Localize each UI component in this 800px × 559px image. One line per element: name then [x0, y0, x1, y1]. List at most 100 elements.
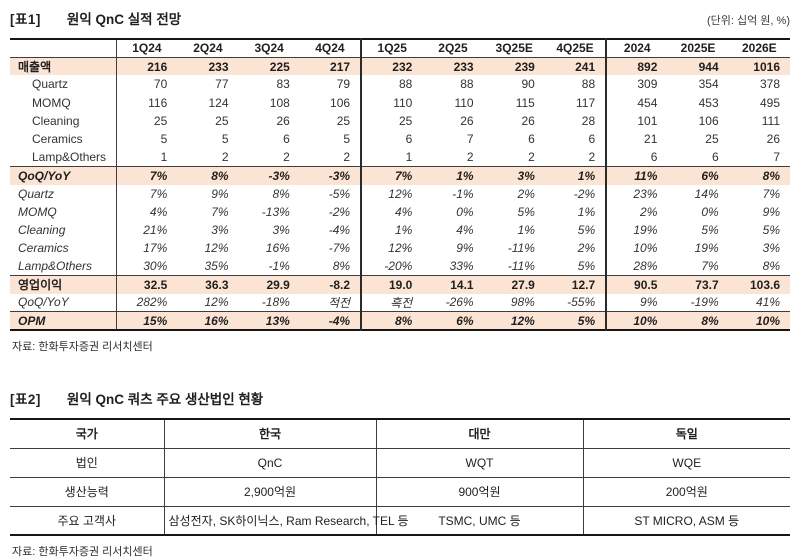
table-cell: 5% [701, 222, 719, 237]
table-row: MOMQ 4% 7% -13% -2% 4% 0% 5% 1% 2% 0% 9% [10, 202, 790, 221]
table-cell: 77 [215, 77, 229, 92]
table-cell: -2% [299, 202, 363, 221]
table-cell: 5 [299, 129, 363, 149]
table-cell: 233 [177, 57, 239, 76]
table-cell: 2 [544, 148, 608, 167]
earnings-forecast-body: 매출액 216 233 225 217 232 233 239 241 892 944 1016 Qua… [10, 57, 790, 330]
table-cell: 9% [640, 295, 658, 310]
table-row: 영업이익 32.5 36.3 29.9 -8.2 19.0 14.1 27.9 12.7 90.5… [10, 274, 790, 294]
column-header: 국가 [10, 419, 165, 449]
table-cell: 98% [510, 295, 535, 310]
table-cell: 5 [221, 132, 229, 147]
table-cell: 200억원 [583, 477, 790, 507]
table-cell: 6 [283, 132, 290, 147]
table-cell: 106 [698, 113, 719, 128]
table-cell: 3% [483, 165, 545, 185]
table-cell: 25 [153, 113, 168, 128]
table-cell: 5% [544, 311, 608, 330]
table-cell: 26 [521, 113, 535, 128]
table-cell: 8% [177, 165, 239, 185]
table-cell: 삼성전자, SK하이닉스, Ram Research, TEL 등 [164, 506, 409, 535]
row-label: Ceramics [10, 239, 117, 258]
table-cell: 10% [728, 311, 790, 330]
table-cell: 30% [143, 259, 168, 274]
production-entities-body: 국가 한국 대만 독일 법인 QnC WQT WQE 생산능력 2,900억원 900억원 200억원… [10, 419, 790, 535]
table-cell: 5% [544, 257, 608, 276]
row-label: Ceramics [10, 129, 117, 149]
table-cell: 0% [701, 204, 719, 219]
table-cell: 14.1 [422, 274, 484, 294]
table1-title: 원익 QnC 실적 전망 [66, 12, 182, 27]
table-cell: 10% [633, 241, 658, 256]
table-cell: 88 [544, 75, 608, 94]
table-cell: 19.0 [361, 274, 423, 294]
table-row: Lamp&Others 30% 35% -1% 8% -20% 33% -11% 5% 28% 7%… [10, 257, 790, 276]
table-cell: 11% [606, 165, 668, 185]
table-cell: 1% [422, 165, 484, 185]
table-cell: 453 [698, 95, 719, 110]
table-cell: 73.7 [667, 274, 729, 294]
table-cell: -4% [299, 311, 363, 330]
table-cell: 4% [149, 204, 168, 219]
table-cell: 106 [299, 93, 363, 112]
column-header: 대만 [376, 419, 584, 449]
table-cell: 2% [640, 204, 658, 219]
table-row: QoQ/YoY 7% 8% -3% -3% 7% 1% 3% 1% 11% 6% 8% [10, 165, 790, 185]
table-cell: 6% [422, 311, 484, 330]
table-cell: 378 [759, 77, 780, 92]
column-header: 2026E [728, 39, 790, 58]
table-row: Cleaning 25 25 26 25 25 26 26 28 101 106 111 [10, 111, 790, 130]
table-cell: -11% [507, 259, 535, 274]
table-cell: -11% [507, 241, 535, 256]
table-cell: -3% [238, 165, 300, 185]
table-cell: 6 [405, 132, 413, 147]
table-cell: -7% [299, 239, 363, 258]
earnings-forecast-table: 1Q24 2Q24 3Q24 4Q24 1Q25 2Q25 3Q25E 4Q25E 2024 20… [10, 38, 790, 331]
table-cell: 28% [633, 259, 658, 274]
table-cell: 495 [759, 95, 780, 110]
table-cell: 2 [466, 149, 474, 164]
table-cell: 21 [644, 132, 658, 147]
table-cell: 28 [544, 111, 608, 130]
table-cell: 115 [515, 95, 535, 110]
header-row: 1Q24 2Q24 3Q24 4Q24 1Q25 2Q25 3Q25E 4Q25E 2024 20… [10, 39, 790, 58]
table-cell: 1 [405, 149, 413, 164]
table2-source: 자료: 한화투자증권 리서치센터 [12, 546, 153, 558]
table2-title: 원익 QnC 쿼츠 주요 생산법인 현황 [66, 392, 264, 407]
table1-source: 자료: 한화투자증권 리서치센터 [12, 341, 153, 353]
table-cell: 216 [116, 57, 178, 76]
table-cell: 79 [299, 75, 363, 94]
table-cell: -3% [299, 165, 363, 185]
table-cell: -4% [299, 220, 363, 240]
table-cell: 116 [148, 95, 168, 110]
table-cell: 103.6 [728, 274, 790, 294]
table-cell: 1% [394, 222, 413, 237]
table-cell: 9% [762, 204, 780, 219]
table-cell: 23% [633, 186, 658, 201]
table-cell: -19% [690, 295, 719, 310]
table-cell: 1016 [728, 57, 790, 76]
table-cell: 90.5 [606, 274, 668, 294]
table-cell: 111 [761, 113, 780, 128]
table-cell: -20% [384, 259, 413, 274]
table-row: OPM 15% 16% 13% -4% 8% 6% 12% 5% 10% 8% 10% [10, 311, 790, 330]
table-cell: 4% [394, 204, 413, 219]
table-cell: 101 [637, 113, 658, 128]
row-label: MOMQ [10, 202, 117, 221]
table-cell: 35% [204, 259, 229, 274]
column-header: 2Q25 [422, 39, 484, 58]
column-header: 2025E [667, 39, 729, 58]
row-label: Lamp&Others [10, 257, 117, 276]
table-cell: 25 [705, 132, 719, 147]
table-cell: 8% [667, 311, 729, 330]
table-cell: 88 [460, 77, 474, 92]
table-cell: 32.5 [116, 274, 178, 294]
table2-title-row: [표2] 원익 QnC 쿼츠 주요 생산법인 현황 [10, 388, 790, 408]
table-cell: 12% [388, 241, 413, 256]
table-cell: 흑전 [390, 295, 413, 310]
row-label: 영업이익 [10, 274, 117, 294]
table-cell: 9% [211, 186, 229, 201]
table-cell: 1% [544, 165, 608, 185]
row-label: 주요 고객사 [10, 506, 165, 535]
